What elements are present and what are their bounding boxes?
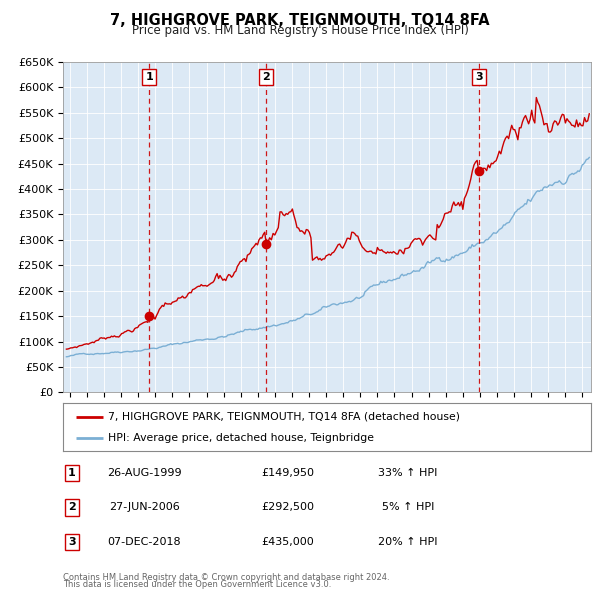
Text: This data is licensed under the Open Government Licence v3.0.: This data is licensed under the Open Gov… [63, 579, 331, 589]
Text: Price paid vs. HM Land Registry's House Price Index (HPI): Price paid vs. HM Land Registry's House … [131, 24, 469, 37]
Text: 5% ↑ HPI: 5% ↑ HPI [382, 503, 434, 512]
Text: 7, HIGHGROVE PARK, TEIGNMOUTH, TQ14 8FA: 7, HIGHGROVE PARK, TEIGNMOUTH, TQ14 8FA [110, 12, 490, 28]
Text: 2: 2 [262, 72, 270, 82]
Text: 33% ↑ HPI: 33% ↑ HPI [379, 468, 437, 478]
Text: 3: 3 [475, 72, 482, 82]
Text: 26-AUG-1999: 26-AUG-1999 [107, 468, 181, 478]
Text: Contains HM Land Registry data © Crown copyright and database right 2024.: Contains HM Land Registry data © Crown c… [63, 572, 389, 582]
Text: 07-DEC-2018: 07-DEC-2018 [107, 537, 181, 546]
Text: £292,500: £292,500 [262, 503, 314, 512]
Text: £149,950: £149,950 [262, 468, 314, 478]
Text: 20% ↑ HPI: 20% ↑ HPI [378, 537, 438, 546]
Text: 2: 2 [68, 503, 76, 512]
Text: 3: 3 [68, 537, 76, 546]
Text: 7, HIGHGROVE PARK, TEIGNMOUTH, TQ14 8FA (detached house): 7, HIGHGROVE PARK, TEIGNMOUTH, TQ14 8FA … [108, 411, 460, 421]
Text: 1: 1 [145, 72, 153, 82]
Text: 1: 1 [68, 468, 76, 478]
Text: HPI: Average price, detached house, Teignbridge: HPI: Average price, detached house, Teig… [108, 433, 374, 443]
Text: £435,000: £435,000 [262, 537, 314, 546]
Text: 27-JUN-2006: 27-JUN-2006 [109, 503, 179, 512]
